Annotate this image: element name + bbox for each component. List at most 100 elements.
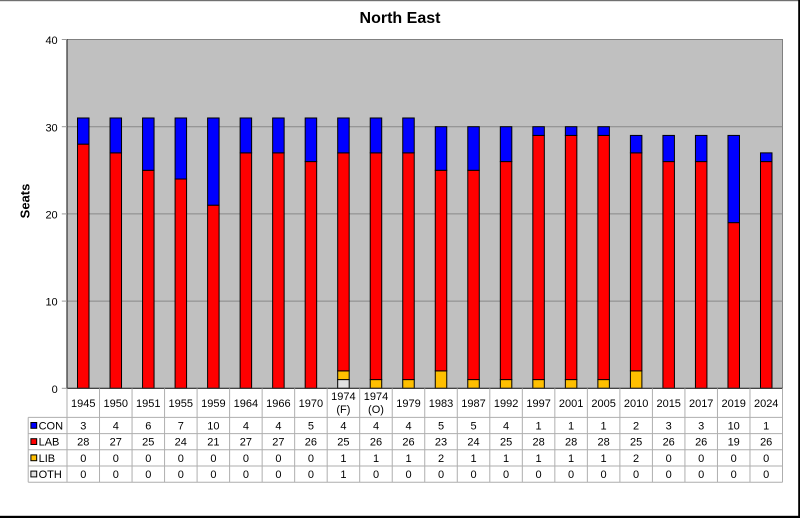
svg-text:0: 0 xyxy=(438,469,444,481)
svg-text:5: 5 xyxy=(470,421,476,433)
svg-text:30: 30 xyxy=(45,122,57,134)
svg-text:2001: 2001 xyxy=(559,398,583,410)
svg-text:0: 0 xyxy=(666,453,672,465)
svg-text:10: 10 xyxy=(728,421,740,433)
svg-text:4: 4 xyxy=(113,421,119,433)
svg-text:5: 5 xyxy=(438,421,444,433)
svg-text:1950: 1950 xyxy=(104,398,128,410)
svg-text:0: 0 xyxy=(275,453,281,465)
svg-text:1983: 1983 xyxy=(429,398,453,410)
svg-text:2: 2 xyxy=(633,453,639,465)
svg-text:4: 4 xyxy=(275,421,281,433)
svg-text:5: 5 xyxy=(308,421,314,433)
svg-text:1: 1 xyxy=(340,469,346,481)
svg-text:2024: 2024 xyxy=(754,398,778,410)
svg-text:0: 0 xyxy=(373,469,379,481)
svg-text:25: 25 xyxy=(337,437,349,449)
svg-text:0: 0 xyxy=(145,469,151,481)
svg-text:0: 0 xyxy=(178,469,184,481)
svg-text:0: 0 xyxy=(178,453,184,465)
svg-text:CON: CON xyxy=(39,421,64,433)
svg-text:1: 1 xyxy=(568,453,574,465)
svg-text:28: 28 xyxy=(597,437,609,449)
svg-text:0: 0 xyxy=(536,469,542,481)
svg-text:1945: 1945 xyxy=(71,398,95,410)
svg-text:2: 2 xyxy=(438,453,444,465)
svg-text:1: 1 xyxy=(373,453,379,465)
svg-text:10: 10 xyxy=(207,421,219,433)
svg-text:1: 1 xyxy=(405,453,411,465)
svg-text:0: 0 xyxy=(698,453,704,465)
svg-text:2017: 2017 xyxy=(689,398,713,410)
svg-text:26: 26 xyxy=(695,437,707,449)
svg-text:26: 26 xyxy=(760,437,772,449)
svg-text:2005: 2005 xyxy=(591,398,615,410)
svg-text:0: 0 xyxy=(568,469,574,481)
svg-text:LAB: LAB xyxy=(39,437,60,449)
svg-text:0: 0 xyxy=(80,453,86,465)
svg-text:North East: North East xyxy=(360,10,442,27)
svg-text:0: 0 xyxy=(731,453,737,465)
svg-text:0: 0 xyxy=(52,384,58,396)
svg-text:0: 0 xyxy=(601,469,607,481)
svg-text:28: 28 xyxy=(532,437,544,449)
svg-text:4: 4 xyxy=(373,421,379,433)
svg-text:1955: 1955 xyxy=(169,398,193,410)
svg-text:1974: 1974 xyxy=(331,391,355,403)
svg-text:3: 3 xyxy=(666,421,672,433)
svg-text:1: 1 xyxy=(536,453,542,465)
svg-text:1: 1 xyxy=(601,421,607,433)
svg-text:0: 0 xyxy=(503,469,509,481)
svg-text:1974: 1974 xyxy=(364,391,388,403)
svg-text:19: 19 xyxy=(728,437,740,449)
svg-text:0: 0 xyxy=(113,469,119,481)
svg-text:0: 0 xyxy=(145,453,151,465)
svg-text:24: 24 xyxy=(467,437,479,449)
svg-text:26: 26 xyxy=(370,437,382,449)
svg-text:Seats: Seats xyxy=(18,184,33,219)
svg-text:27: 27 xyxy=(272,437,284,449)
svg-text:0: 0 xyxy=(80,469,86,481)
svg-text:1966: 1966 xyxy=(266,398,290,410)
svg-text:21: 21 xyxy=(207,437,219,449)
svg-text:1959: 1959 xyxy=(201,398,225,410)
svg-text:1970: 1970 xyxy=(299,398,323,410)
svg-text:26: 26 xyxy=(305,437,317,449)
svg-text:0: 0 xyxy=(243,469,249,481)
svg-text:1979: 1979 xyxy=(396,398,420,410)
svg-text:0: 0 xyxy=(698,469,704,481)
svg-text:2: 2 xyxy=(633,421,639,433)
svg-text:0: 0 xyxy=(731,469,737,481)
svg-text:OTH: OTH xyxy=(39,469,62,481)
svg-text:28: 28 xyxy=(77,437,89,449)
svg-text:3: 3 xyxy=(80,421,86,433)
svg-text:1: 1 xyxy=(340,453,346,465)
svg-text:(O): (O) xyxy=(368,404,384,416)
svg-text:4: 4 xyxy=(243,421,249,433)
svg-text:0: 0 xyxy=(243,453,249,465)
svg-text:0: 0 xyxy=(763,469,769,481)
svg-text:27: 27 xyxy=(240,437,252,449)
svg-text:25: 25 xyxy=(630,437,642,449)
svg-text:10: 10 xyxy=(45,297,57,309)
svg-text:0: 0 xyxy=(113,453,119,465)
svg-text:1: 1 xyxy=(536,421,542,433)
svg-text:LIB: LIB xyxy=(39,453,56,465)
svg-text:26: 26 xyxy=(402,437,414,449)
svg-text:1992: 1992 xyxy=(494,398,518,410)
svg-text:0: 0 xyxy=(210,453,216,465)
svg-text:1: 1 xyxy=(470,453,476,465)
svg-text:4: 4 xyxy=(340,421,346,433)
svg-text:2010: 2010 xyxy=(624,398,648,410)
svg-text:0: 0 xyxy=(763,453,769,465)
svg-text:0: 0 xyxy=(308,453,314,465)
svg-text:0: 0 xyxy=(405,469,411,481)
svg-text:2015: 2015 xyxy=(656,398,680,410)
svg-text:1: 1 xyxy=(601,453,607,465)
svg-text:0: 0 xyxy=(666,469,672,481)
svg-text:25: 25 xyxy=(500,437,512,449)
svg-text:23: 23 xyxy=(435,437,447,449)
svg-text:40: 40 xyxy=(45,35,57,47)
svg-text:1: 1 xyxy=(568,421,574,433)
svg-text:0: 0 xyxy=(308,469,314,481)
